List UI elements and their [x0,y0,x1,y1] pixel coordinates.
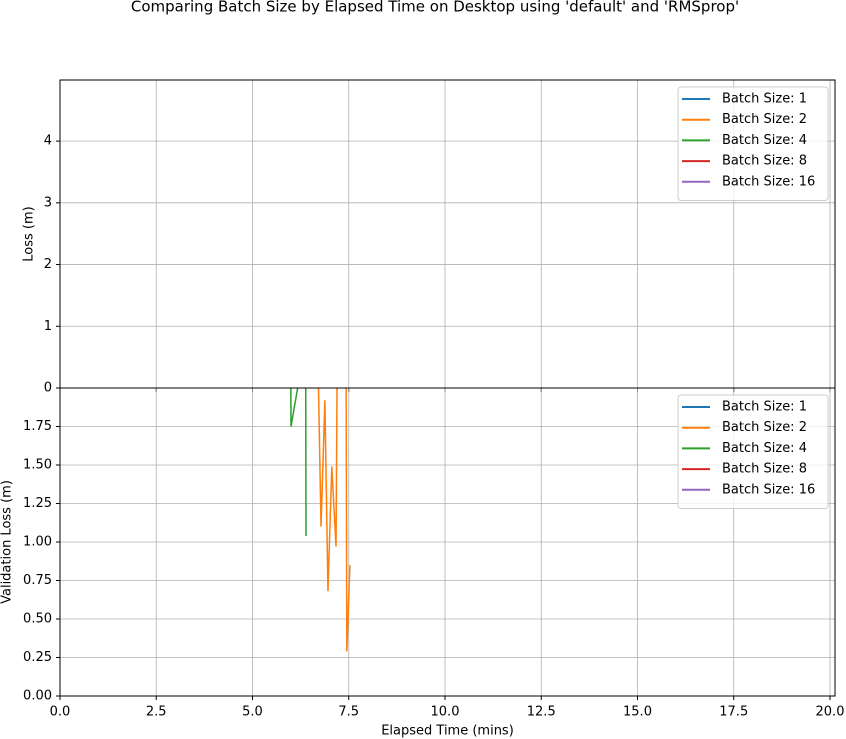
y-tick-label: 4 [44,134,52,149]
y-tick-label: 0.50 [23,612,52,627]
x-tick-label: 15.0 [623,705,652,720]
plot-area [290,388,351,652]
x-axis-label: Elapsed Time (mins) [381,724,514,739]
legend-label: Batch Size: 16 [722,174,815,189]
y-tick-label: 0.75 [23,573,52,588]
y-tick-label: 1.50 [23,458,52,473]
legend-label: Batch Size: 4 [722,133,807,148]
y-tick-label: 0 [44,381,52,396]
x-tick-label: 7.5 [338,705,359,720]
legend-label: Batch Size: 8 [722,154,807,169]
y-tick-label: 2 [44,257,52,272]
x-tick-label: 10.0 [431,705,460,720]
y-tick-label: 3 [44,195,52,210]
legend [677,394,829,509]
x-tick-label: 12.5 [527,705,556,720]
y-tick-label: 1.00 [23,535,52,550]
y-axis-label: Loss (m) [22,206,37,261]
x-tick-label: 5.0 [242,705,263,720]
x-tick-label: 20.0 [816,705,845,720]
x-tick-label: 0.0 [50,705,71,720]
legend-label: Batch Size: 4 [722,441,807,456]
legend-label: Batch Size: 1 [722,92,807,107]
y-tick-label: 0.00 [23,689,52,704]
x-tick-label: 2.5 [146,705,167,720]
x-tick-label: 17.5 [719,705,748,720]
legend-label: Batch Size: 2 [722,420,807,435]
y-tick-label: 1 [44,319,52,334]
y-axis-label: Validation Loss (m) [0,480,15,604]
legend-label: Batch Size: 2 [722,112,807,127]
legend-label: Batch Size: 1 [722,400,807,415]
legend-label: Batch Size: 16 [722,482,815,497]
axes-frame [59,387,836,697]
chart-title: Comparing Batch Size by Elapsed Time on … [131,0,739,16]
y-tick-label: 1.75 [23,419,52,434]
y-tick-label: 1.25 [23,496,52,511]
y-tick-label: 0.25 [23,650,52,665]
legend [677,86,829,201]
legend-label: Batch Size: 8 [722,462,807,477]
series-line [290,388,307,536]
series-line [317,388,351,652]
